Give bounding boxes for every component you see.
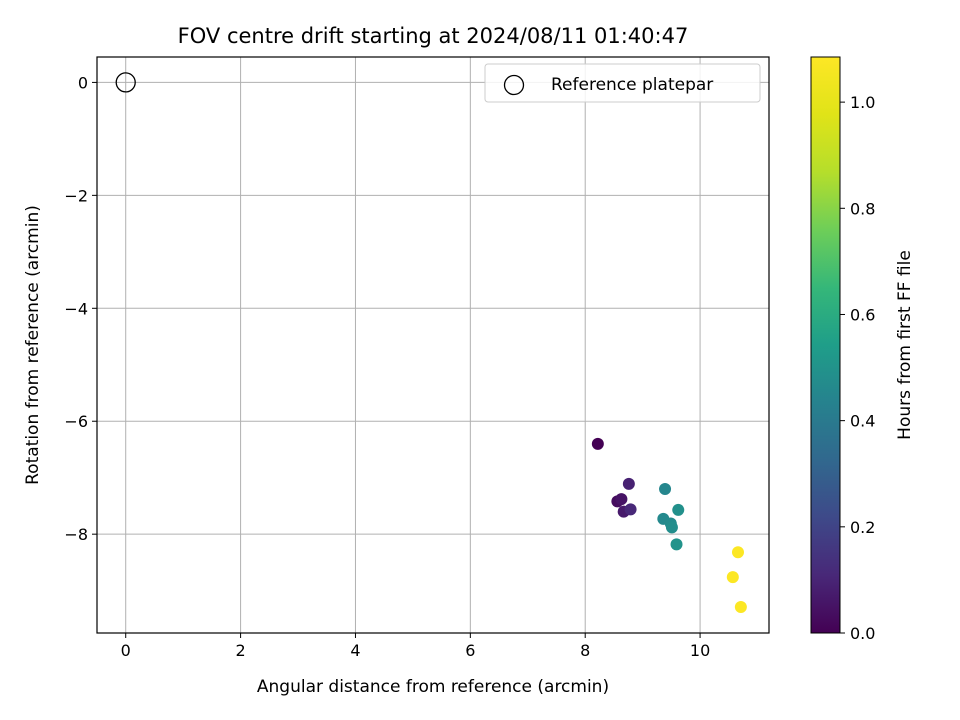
y-tick-label: 0	[78, 73, 88, 92]
data-point	[615, 493, 628, 506]
colorbar: 0.0 0.2 0.4 0.6 0.8 1.0 Hours from first FF f…	[810, 56, 915, 643]
data-points	[591, 437, 747, 614]
colorbar-tick-label: 0.4	[850, 412, 875, 431]
data-point	[672, 503, 685, 516]
colorbar-tick-label: 0.0	[850, 624, 875, 643]
x-axis-label: Angular distance from reference (arcmin)	[257, 677, 609, 697]
colorbar-label: Hours from first FF file	[895, 250, 915, 440]
y-axis-ticks: 0 −2 −4 −6 −8	[64, 73, 97, 544]
x-tick-label: 4	[350, 641, 360, 660]
y-tick-label: −4	[64, 299, 88, 318]
colorbar-tick-label: 0.6	[850, 305, 875, 324]
y-tick-label: −6	[64, 412, 88, 431]
data-point	[734, 601, 747, 614]
colorbar-tick-label: 1.0	[850, 93, 875, 112]
x-tick-label: 8	[580, 641, 590, 660]
legend: Reference platepar	[484, 63, 761, 103]
plot-frame	[96, 56, 770, 634]
x-tick-label: 10	[690, 641, 710, 660]
colorbar-tick-label: 0.2	[850, 518, 875, 537]
data-point	[670, 538, 683, 551]
colorbar-ticks: 0.0 0.2 0.4 0.6 0.8 1.0	[840, 93, 875, 643]
y-tick-label: −2	[64, 186, 88, 205]
legend-entry-label: Reference platepar	[551, 75, 713, 95]
legend-marker-icon	[503, 74, 525, 96]
colorbar-tick-label: 0.8	[850, 199, 875, 218]
y-tick-label: −8	[64, 525, 88, 544]
data-point	[665, 521, 678, 534]
legend-box	[484, 63, 761, 103]
colorbar-gradient	[811, 57, 840, 633]
reference-point-marker	[115, 72, 136, 93]
reference-marker-layer	[115, 72, 136, 93]
data-point	[591, 437, 604, 450]
colorbar-frame	[810, 56, 841, 634]
grid-lines	[97, 57, 769, 633]
x-tick-label: 2	[235, 641, 245, 660]
x-tick-label: 6	[465, 641, 475, 660]
data-point	[726, 571, 739, 584]
data-point	[622, 477, 635, 490]
y-axis-label: Rotation from reference (arcmin)	[23, 205, 43, 485]
chart-title: FOV centre drift starting at 2024/08/11 …	[178, 24, 689, 48]
x-tick-label: 0	[121, 641, 131, 660]
data-point	[731, 546, 744, 559]
data-point	[624, 503, 637, 516]
data-point	[659, 483, 672, 495]
x-axis-ticks: 0 2 4 6 8 10	[121, 633, 710, 660]
